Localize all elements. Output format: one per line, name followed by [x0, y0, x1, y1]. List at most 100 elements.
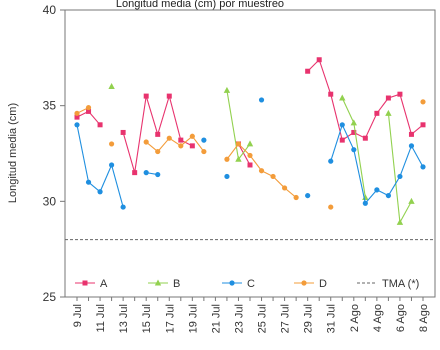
series-a-point — [408, 131, 414, 137]
series-b-point — [339, 94, 346, 101]
series-b-point — [408, 197, 415, 204]
series-a-point — [143, 93, 149, 99]
series-d-point — [166, 135, 172, 141]
series-d-point — [201, 148, 207, 155]
legend-marker — [229, 280, 235, 286]
series-d-point — [293, 194, 299, 201]
series-a-segment — [237, 143, 251, 166]
series-a-segment — [376, 97, 389, 114]
series-c-segment — [387, 176, 401, 196]
series-c-segment — [410, 145, 424, 168]
series-b-point — [385, 109, 392, 116]
series-a-point — [155, 131, 161, 137]
series-d-point — [328, 204, 334, 210]
series-a-point — [132, 170, 138, 176]
legend-item: B — [148, 278, 180, 290]
series-a-point — [328, 91, 334, 97]
legend-item: C — [222, 278, 255, 290]
series-c-point — [408, 143, 415, 149]
series-b-point — [350, 119, 357, 126]
series-a-point — [178, 137, 184, 143]
series-d-point — [235, 141, 242, 147]
legend-marker — [82, 280, 88, 286]
x-tick-label: 31 Jul — [326, 304, 338, 333]
series-c-point — [374, 187, 380, 193]
x-tick-label: 9 Jul — [72, 304, 84, 327]
series-c-segment — [364, 189, 378, 204]
x-tick-label: 27 Jul — [280, 304, 292, 333]
series-d-point — [74, 110, 80, 116]
series-a-point — [305, 68, 311, 74]
series-c-point — [85, 179, 92, 185]
legend-label: TMA (*) — [382, 278, 419, 290]
series-b-point — [108, 83, 115, 90]
series-c-point — [74, 122, 80, 128]
series-b-segment — [341, 97, 355, 124]
series-a — [74, 57, 426, 176]
series-a-segment — [168, 95, 182, 141]
y-tick-label: 40 — [43, 3, 57, 17]
x-tick-label: 19 Jul — [187, 304, 199, 333]
series-c-point — [155, 171, 161, 178]
x-tick-label: 23 Jul — [233, 304, 245, 333]
series-a-segment — [145, 95, 159, 135]
series-b-point — [362, 194, 369, 201]
series-a-point — [316, 57, 322, 63]
series-a-point — [351, 129, 357, 135]
series-c-point — [143, 170, 149, 176]
series-b-segment — [353, 122, 366, 198]
series-d-point — [282, 185, 288, 191]
series-c-segment — [99, 164, 113, 192]
series-d-segment — [238, 143, 251, 156]
series-a-point — [247, 162, 253, 168]
series-d-point — [189, 133, 195, 139]
series-c-point — [420, 164, 426, 170]
x-axis: 9 Jul 11 Jul 13 Jul 15 Jul 17 Jul 19 Jul 21 Ju… — [72, 297, 430, 333]
series-c-point — [339, 122, 345, 128]
y-tick-label: 25 — [43, 290, 57, 304]
x-tick-label: 15 Jul — [141, 304, 153, 333]
series-a-point — [86, 108, 92, 114]
series-d-point — [178, 143, 184, 149]
series-b-point — [223, 86, 231, 93]
series-d-point — [420, 99, 426, 105]
series-d-segment — [191, 135, 205, 152]
series-c-point — [97, 189, 103, 195]
legend-label: C — [247, 278, 255, 290]
legend: A B C D TMA (*) — [75, 278, 419, 290]
series-c-point — [397, 173, 403, 180]
x-tick-label: 2 Ago — [349, 304, 361, 332]
series-d-point — [143, 139, 149, 145]
series-d-point — [155, 148, 161, 155]
legend-item: D — [294, 278, 327, 290]
data-series — [74, 57, 426, 225]
x-tick-label: 21 Jul — [210, 304, 222, 333]
series-c-point — [305, 192, 311, 199]
series-d-point — [270, 173, 276, 180]
x-tick-label: 29 Jul — [303, 304, 315, 333]
series-c-segment — [341, 124, 355, 150]
series-a-point — [339, 137, 345, 143]
series-a-segment — [364, 113, 378, 139]
series-a-point — [397, 91, 403, 97]
series-a-segment — [134, 96, 147, 173]
legend-label: D — [319, 278, 327, 290]
series-a-segment — [122, 132, 136, 173]
series-b — [108, 83, 415, 225]
series-a-point — [385, 95, 391, 101]
chart-title: Longitud media (cm) por muestreo — [116, 0, 284, 10]
legend-item: TMA (*) — [357, 278, 419, 290]
legend-label: A — [100, 278, 108, 290]
series-b-segment — [238, 143, 251, 160]
x-tick-label: 13 Jul — [118, 304, 130, 333]
series-c — [74, 97, 426, 210]
series-d-point — [247, 152, 253, 159]
y-axis: 25 30 35 40 — [43, 3, 65, 304]
series-d-point — [258, 168, 265, 174]
legend-marker — [154, 279, 162, 286]
series-c-point — [351, 147, 357, 153]
x-tick-label: 11 Jul — [95, 304, 107, 333]
series-a-point — [74, 114, 80, 120]
series-b-segment — [387, 113, 401, 223]
